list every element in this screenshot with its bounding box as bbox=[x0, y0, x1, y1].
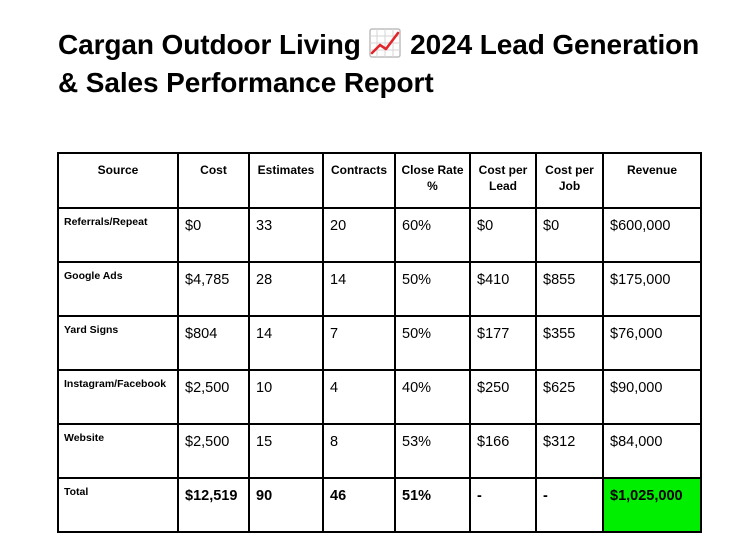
cost-per-lead-cell: $177 bbox=[469, 315, 537, 371]
contracts-cell: 14 bbox=[322, 261, 396, 317]
contracts-cell: 46 bbox=[322, 477, 396, 533]
table-row: Google Ads $4,785 28 14 50% $410 $855 $1… bbox=[57, 261, 702, 317]
estimates-cell: 14 bbox=[248, 315, 324, 371]
header-cost-per-job: Cost per Job bbox=[535, 152, 604, 209]
estimates-cell: 10 bbox=[248, 369, 324, 425]
header-cost-per-lead: Cost per Lead bbox=[469, 152, 537, 209]
title-prefix: Cargan Outdoor Living bbox=[58, 29, 361, 60]
cost-cell: $4,785 bbox=[177, 261, 250, 317]
total-row: Total $12,519 90 46 51% - - $1,025,000 bbox=[57, 477, 702, 533]
cost-per-job-cell: $0 bbox=[535, 207, 604, 263]
page-title: Cargan Outdoor Living 2024 Lead Generati… bbox=[58, 26, 718, 102]
table-row: Website $2,500 15 8 53% $166 $312 $84,00… bbox=[57, 423, 702, 479]
close-rate-cell: 60% bbox=[394, 207, 471, 263]
revenue-cell: $84,000 bbox=[602, 423, 702, 479]
source-cell: Google Ads bbox=[57, 261, 179, 317]
header-contracts: Contracts bbox=[322, 152, 396, 209]
contracts-cell: 8 bbox=[322, 423, 396, 479]
revenue-cell: $600,000 bbox=[602, 207, 702, 263]
cost-per-job-cell: - bbox=[535, 477, 604, 533]
chart-increasing-icon bbox=[369, 28, 402, 58]
table-row: Yard Signs $804 14 7 50% $177 $355 $76,0… bbox=[57, 315, 702, 371]
source-cell: Instagram/Facebook bbox=[57, 369, 179, 425]
cost-per-lead-cell: $250 bbox=[469, 369, 537, 425]
contracts-cell: 4 bbox=[322, 369, 396, 425]
cost-per-lead-cell: $166 bbox=[469, 423, 537, 479]
revenue-cell: $90,000 bbox=[602, 369, 702, 425]
cost-cell: $2,500 bbox=[177, 369, 250, 425]
estimates-cell: 90 bbox=[248, 477, 324, 533]
source-cell: Referrals/Repeat bbox=[57, 207, 179, 263]
cost-per-job-cell: $355 bbox=[535, 315, 604, 371]
close-rate-cell: 50% bbox=[394, 315, 471, 371]
cost-per-lead-cell: $410 bbox=[469, 261, 537, 317]
cost-per-job-cell: $855 bbox=[535, 261, 604, 317]
estimates-cell: 33 bbox=[248, 207, 324, 263]
cost-cell: $804 bbox=[177, 315, 250, 371]
estimates-cell: 28 bbox=[248, 261, 324, 317]
revenue-cell: $175,000 bbox=[602, 261, 702, 317]
cost-per-lead-cell: $0 bbox=[469, 207, 537, 263]
total-revenue-cell: $1,025,000 bbox=[602, 477, 702, 533]
close-rate-cell: 40% bbox=[394, 369, 471, 425]
close-rate-cell: 51% bbox=[394, 477, 471, 533]
header-row: Source Cost Estimates Contracts Close Ra… bbox=[57, 152, 702, 209]
header-close-rate: Close Rate % bbox=[394, 152, 471, 209]
header-source: Source bbox=[57, 152, 179, 209]
cost-per-job-cell: $625 bbox=[535, 369, 604, 425]
table-row: Referrals/Repeat $0 33 20 60% $0 $0 $600… bbox=[57, 207, 702, 263]
cost-cell: $0 bbox=[177, 207, 250, 263]
close-rate-cell: 50% bbox=[394, 261, 471, 317]
estimates-cell: 15 bbox=[248, 423, 324, 479]
header-estimates: Estimates bbox=[248, 152, 324, 209]
cost-per-lead-cell: - bbox=[469, 477, 537, 533]
close-rate-cell: 53% bbox=[394, 423, 471, 479]
revenue-cell: $76,000 bbox=[602, 315, 702, 371]
cost-cell: $12,519 bbox=[177, 477, 250, 533]
header-cost: Cost bbox=[177, 152, 250, 209]
title-suffix: 2024 Lead Generation & Sales Performance… bbox=[58, 29, 700, 98]
contracts-cell: 7 bbox=[322, 315, 396, 371]
cost-cell: $2,500 bbox=[177, 423, 250, 479]
source-cell: Yard Signs bbox=[57, 315, 179, 371]
performance-table: Source Cost Estimates Contracts Close Ra… bbox=[57, 152, 702, 533]
source-cell: Total bbox=[57, 477, 179, 533]
contracts-cell: 20 bbox=[322, 207, 396, 263]
header-revenue: Revenue bbox=[602, 152, 702, 209]
table-row: Instagram/Facebook $2,500 10 4 40% $250 … bbox=[57, 369, 702, 425]
source-cell: Website bbox=[57, 423, 179, 479]
cost-per-job-cell: $312 bbox=[535, 423, 604, 479]
